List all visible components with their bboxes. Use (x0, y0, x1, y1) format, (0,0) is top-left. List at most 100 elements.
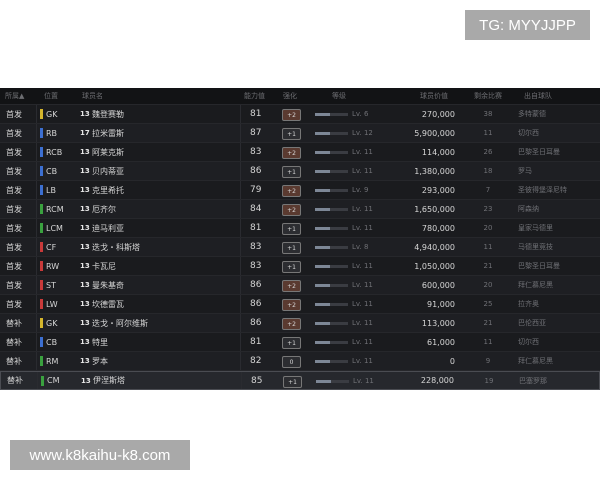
enhance: +2 (282, 299, 301, 311)
matches: 19 (484, 376, 494, 385)
rating: 81 (250, 223, 262, 233)
club: 皇家马德里 (518, 224, 553, 232)
player-badge: 13 (81, 376, 91, 385)
header-matches: 剩余比赛 (474, 92, 502, 100)
value: 1,380,000 (414, 166, 455, 176)
header-row: 所属▲ 位置 球员名 能力值 强化 等级 球员价值 剩余比赛 出自球队 (0, 88, 600, 105)
player-row[interactable]: 首发 RW 13 卡瓦尼 83 +1 Lv. 11 1,050,000 21 巴黎圣日耳曼 (0, 257, 600, 276)
player-row[interactable]: 首发 CF 13 迭戈・科斯塔 83 +1 Lv. 8 4,940,000 11 马德里竞技 (0, 238, 600, 257)
rating: 86 (250, 280, 262, 290)
position-color (40, 147, 43, 157)
enhance: +1 (282, 242, 301, 254)
club: 巴黎圣日耳曼 (518, 148, 560, 156)
player-row[interactable]: 首发 ST 13 曼朱基奇 86 +2 Lv. 11 600,000 20 拜仁慕尼黑 (0, 276, 600, 295)
squad: 替补 (6, 337, 22, 347)
position-color (41, 376, 44, 386)
player-row[interactable]: 首发 RCM 13 厄齐尔 84 +2 Lv. 11 1,650,000 23 阿森纳 (0, 200, 600, 219)
player-row[interactable]: 首发 LW 13 坎德雷瓦 86 +2 Lv. 11 91,000 25 拉齐奥 (0, 295, 600, 314)
matches: 21 (483, 262, 493, 270)
player-name: 特里 (92, 337, 108, 347)
matches: 23 (483, 205, 493, 213)
player-row[interactable]: 首发 LCM 13 迪马利亚 81 +1 Lv. 11 780,000 20 皇家马德里 (0, 219, 600, 238)
position: LB (46, 185, 56, 195)
squad: 首发 (6, 299, 22, 309)
level-bar (315, 246, 348, 249)
rating: 79 (250, 185, 262, 195)
squad: 替补 (6, 318, 22, 328)
separator (36, 314, 37, 332)
club: 巴伦西亚 (518, 319, 546, 327)
separator (36, 143, 37, 161)
player-row[interactable]: 首发 RB 17 拉米雷斯 87 +1 Lv. 12 5,900,000 11 切尔西 (0, 124, 600, 143)
rating: 87 (250, 128, 262, 138)
player-row[interactable]: 替补 CM 13 伊涅斯塔 85 +1 Lv. 11 228,000 19 巴塞罗那 (0, 371, 600, 390)
value: 0 (449, 356, 455, 366)
position-color (40, 166, 43, 176)
position-color (40, 261, 43, 271)
player-name: 坎德雷瓦 (92, 299, 124, 309)
value: 91,000 (427, 299, 455, 309)
level: Lv. 11 (352, 205, 373, 213)
matches: 11 (483, 129, 493, 137)
player-row[interactable]: 首发 CB 13 贝内蒂亚 86 +1 Lv. 11 1,380,000 18 罗马 (0, 162, 600, 181)
position: CB (46, 166, 58, 176)
player-row[interactable]: 替补 CB 13 特里 81 +1 Lv. 11 61,000 11 切尔西 (0, 333, 600, 352)
value: 228,000 (420, 376, 454, 385)
position: GK (46, 109, 58, 119)
enhance: +1 (282, 261, 301, 273)
separator (240, 181, 241, 199)
club: 切尔西 (518, 129, 539, 137)
separator (240, 143, 241, 161)
value: 270,000 (421, 109, 455, 119)
separator (36, 257, 37, 275)
enhance: +1 (282, 166, 301, 178)
rating: 86 (250, 166, 262, 176)
value: 114,000 (421, 147, 455, 157)
squad: 首发 (6, 147, 22, 157)
level: Lv. 11 (352, 281, 373, 289)
value: 61,000 (427, 337, 455, 347)
position-color (40, 109, 43, 119)
player-name: 贝内蒂亚 (92, 166, 124, 176)
player-row[interactable]: 首发 GK 13 魏登赛勒 81 +2 Lv. 6 270,000 38 多特蒙德 (0, 105, 600, 124)
player-row[interactable]: 首发 RCB 13 阿莱克斯 83 +2 Lv. 11 114,000 26 巴黎圣日耳曼 (0, 143, 600, 162)
level-bar (315, 132, 348, 135)
level-bar (315, 265, 348, 268)
separator (36, 219, 37, 237)
position-color (40, 280, 43, 290)
level: Lv. 8 (352, 243, 369, 251)
squad: 首发 (6, 204, 22, 214)
player-name: 迭戈・科斯塔 (92, 242, 140, 252)
enhance: +2 (282, 185, 301, 197)
club: 巴塞罗那 (519, 376, 547, 385)
position-color (40, 318, 43, 328)
level-bar (315, 303, 348, 306)
player-badge: 13 (80, 319, 90, 327)
rating: 83 (250, 261, 262, 271)
header-rating: 能力值 (244, 92, 265, 100)
rating: 81 (250, 109, 262, 119)
value: 293,000 (421, 185, 455, 195)
club: 阿森纳 (518, 205, 539, 213)
club: 罗马 (518, 167, 532, 175)
player-name: 拉米雷斯 (92, 128, 124, 138)
player-row[interactable]: 替补 RM 13 罗本 82 0 Lv. 11 0 9 拜仁慕尼黑 (0, 352, 600, 371)
level-bar (315, 322, 348, 325)
separator (36, 352, 37, 370)
player-name: 阿莱克斯 (92, 147, 124, 157)
player-badge: 13 (80, 110, 90, 118)
player-row[interactable]: 替补 GK 13 迭戈・阿尔维斯 86 +2 Lv. 11 113,000 21 巴伦西亚 (0, 314, 600, 333)
enhance: +2 (282, 147, 301, 159)
enhance: +2 (282, 109, 301, 121)
separator (36, 238, 37, 256)
header-position: 位置 (44, 92, 58, 100)
level-bar (315, 189, 348, 192)
player-badge: 13 (80, 300, 90, 308)
header-club: 出自球队 (524, 92, 552, 100)
player-name: 魏登赛勒 (92, 109, 124, 119)
value: 780,000 (421, 223, 455, 233)
player-row[interactable]: 首发 LB 13 克里希托 79 +2 Lv. 9 293,000 7 圣彼得堡泽尼特 (0, 181, 600, 200)
rating: 82 (250, 356, 262, 366)
club: 切尔西 (518, 338, 539, 346)
player-name: 曼朱基奇 (92, 280, 124, 290)
